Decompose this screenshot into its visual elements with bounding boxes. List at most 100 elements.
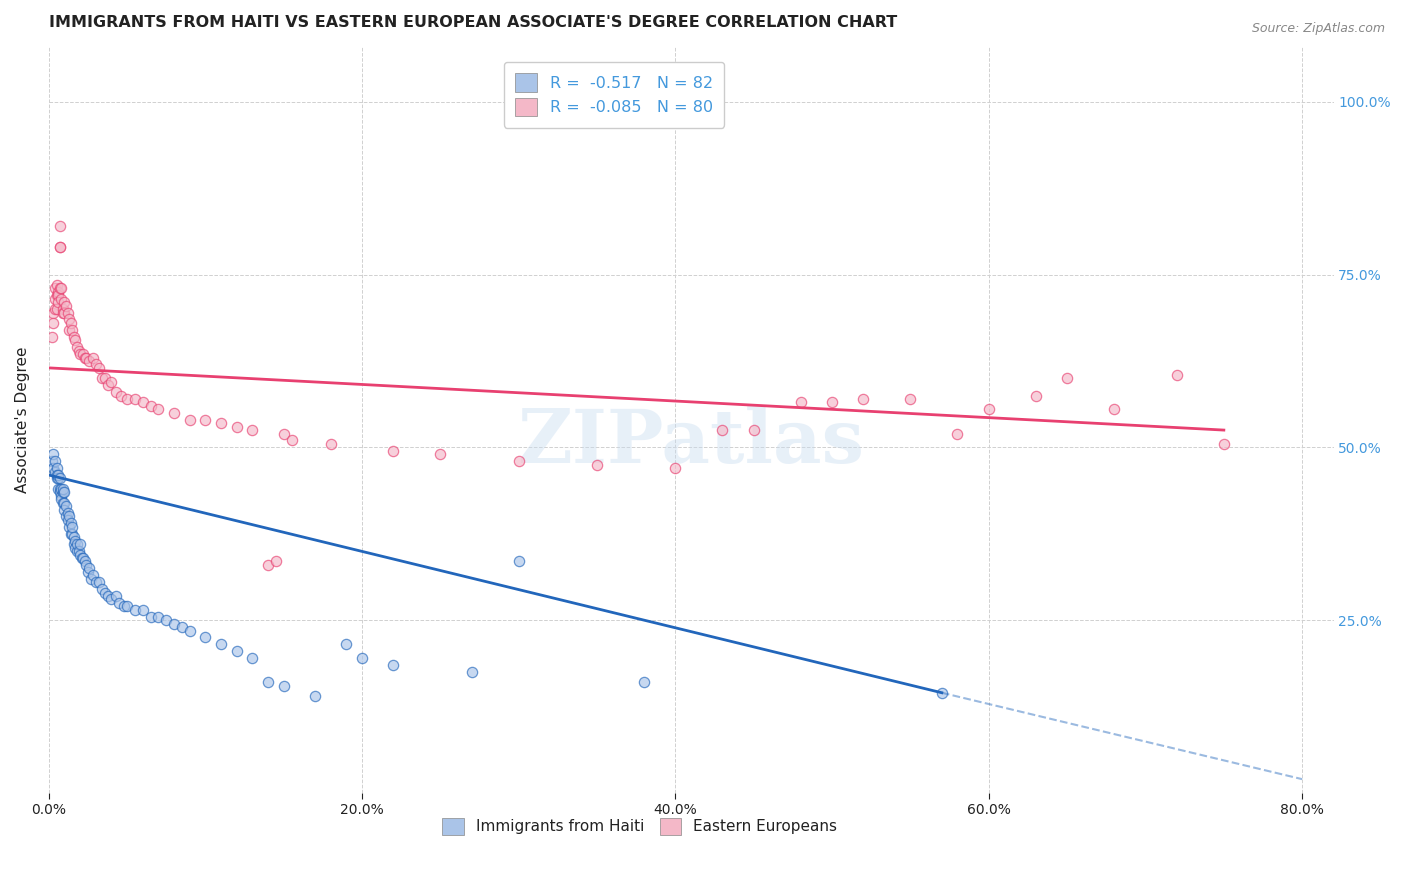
Point (508, 454, 530, 468)
Point (63, 530, 86, 544)
Point (112, 599, 135, 614)
Point (72, 551, 94, 566)
Point (94, 371, 117, 385)
Point (56, 305, 79, 319)
Point (75, 558, 97, 572)
Point (46, 471, 69, 485)
Point (45, 471, 67, 485)
Point (225, 644, 247, 658)
Point (59, 526, 82, 541)
Point (931, 686, 953, 700)
Point (242, 651, 264, 665)
Point (124, 603, 146, 617)
Point (70, 551, 93, 566)
Point (52, 485, 75, 500)
Point (63, 330, 86, 344)
Point (58, 312, 80, 326)
Point (179, 624, 201, 638)
Point (46, 295, 69, 310)
Point (44, 281, 66, 295)
Point (75, 351, 97, 365)
Point (664, 461, 686, 475)
Point (55, 299, 77, 313)
Point (1102, 402, 1125, 417)
Point (45, 468, 67, 483)
Point (194, 413, 217, 427)
Point (52, 496, 75, 510)
Point (66, 544, 89, 558)
Point (46, 285, 69, 299)
Point (63, 537, 86, 551)
Point (52, 482, 75, 496)
Point (56, 506, 79, 520)
Point (711, 423, 734, 437)
Point (105, 385, 128, 400)
Point (139, 399, 162, 413)
Text: IMMIGRANTS FROM HAITI VS EASTERN EUROPEAN ASSOCIATE'S DEGREE CORRELATION CHART: IMMIGRANTS FROM HAITI VS EASTERN EUROPEA… (49, 15, 897, 30)
Point (48, 471, 70, 485)
Point (59, 316, 82, 330)
Point (170, 620, 193, 634)
Point (51, 492, 73, 507)
Point (60, 520, 83, 534)
Point (60, 526, 83, 541)
Point (87, 575, 110, 590)
Point (73, 351, 96, 365)
Point (53, 295, 76, 310)
Point (69, 347, 91, 361)
Point (55, 509, 77, 524)
Point (257, 675, 280, 690)
Point (94, 585, 117, 599)
Point (44, 292, 66, 306)
Point (155, 613, 177, 627)
Point (66, 340, 89, 354)
Point (382, 658, 405, 673)
Point (132, 603, 155, 617)
Point (69, 537, 91, 551)
Point (225, 419, 247, 434)
Point (194, 631, 217, 645)
Point (977, 402, 1000, 417)
Point (115, 599, 138, 614)
Point (84, 575, 107, 590)
Point (65, 533, 87, 548)
Point (633, 675, 655, 690)
Point (51, 489, 73, 503)
Point (48, 485, 70, 500)
Point (97, 378, 120, 392)
Point (52, 302, 75, 317)
Point (52, 305, 75, 319)
Point (79, 354, 101, 368)
Point (82, 351, 104, 365)
Point (45, 288, 67, 302)
Y-axis label: Associate's Degree: Associate's Degree (15, 346, 30, 493)
Point (66, 537, 89, 551)
Point (429, 447, 451, 461)
Point (72, 347, 94, 361)
Text: ZIPatlas: ZIPatlas (517, 406, 865, 479)
Point (335, 637, 357, 651)
Point (46, 468, 69, 483)
Point (586, 458, 609, 472)
Point (84, 358, 107, 372)
Point (48, 240, 70, 254)
Point (1212, 437, 1234, 451)
Point (58, 323, 80, 337)
Point (87, 360, 110, 375)
Point (45, 461, 67, 475)
Point (1056, 371, 1078, 385)
Point (58, 509, 80, 524)
Point (132, 395, 155, 409)
Point (115, 392, 138, 406)
Point (80, 572, 103, 586)
Point (110, 388, 132, 402)
Point (60, 323, 83, 337)
Point (257, 558, 280, 572)
Point (46, 482, 69, 496)
Point (55, 499, 77, 513)
Point (58, 520, 80, 534)
Point (73, 554, 96, 568)
Point (319, 437, 342, 451)
Point (51, 482, 73, 496)
Point (77, 565, 100, 579)
